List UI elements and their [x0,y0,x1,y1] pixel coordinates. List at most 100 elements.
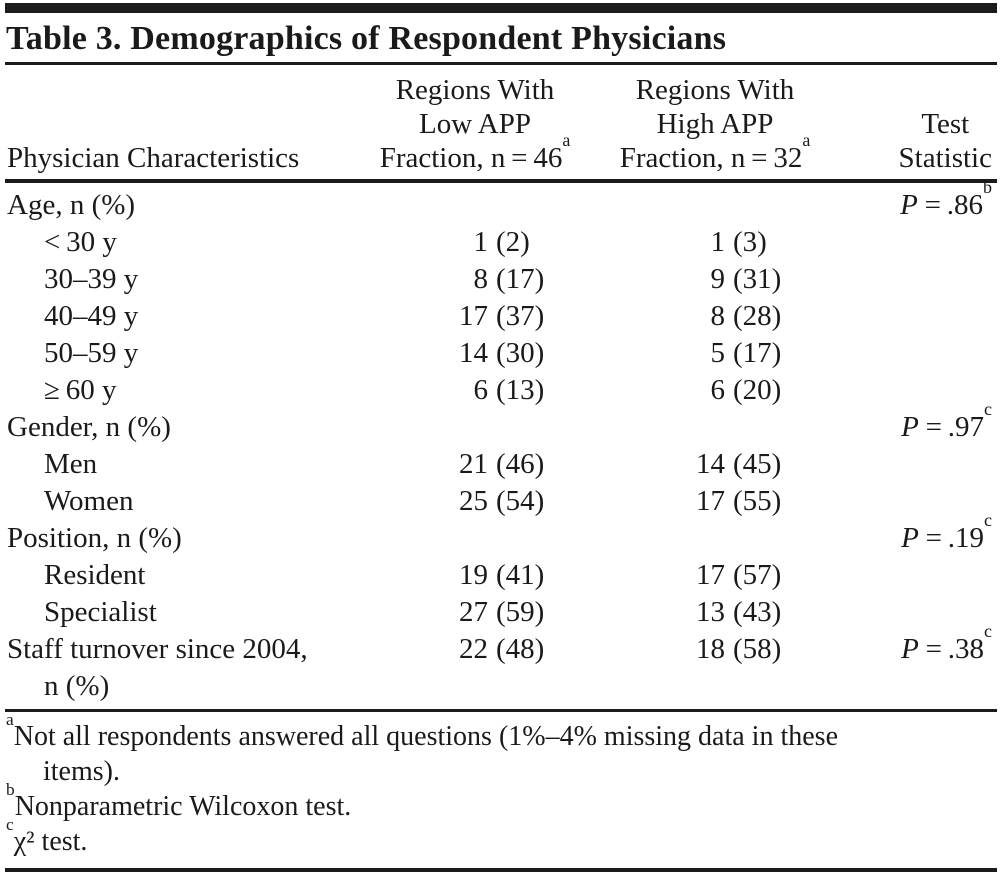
low-app-value: 22 (48) [448,631,562,668]
high-app-value-cell: 6 (20) [590,372,840,409]
high-app-value-cell [590,409,840,446]
row-label-cell: ≥ 60 y [5,372,360,409]
count-value: 13 [696,596,725,628]
low-app-value: 1 (2) [448,224,562,261]
table-row: Position, n (%) P = .19c [5,511,997,557]
row-label-line: Gender, n (%) [7,409,360,446]
row-label-line: 30–39 y [7,261,360,298]
percent-value: (58) [733,633,782,665]
test-statistic-value-cell [840,557,997,594]
footnote-cont-text: items). [43,756,120,787]
count-value: 1 [710,226,726,258]
footnote-line: aNot all respondents answered all questi… [6,711,997,754]
column-header-n: Fraction, n = 32 [619,142,803,174]
test-statistic-value-cell: P = .38c [840,622,997,668]
table-top-rule [5,3,997,13]
table-row: Staff turnover since 2004, n (%) 22 (48) … [5,622,997,705]
row-label-line: Resident [7,557,360,594]
row-label-cont-text: n (%) [44,670,110,702]
row-label-cell: Age, n (%) [5,187,360,224]
low-app-value-cell [360,409,590,446]
footnote-text: Not all respondents answered all questio… [13,721,838,752]
test-statistic-value-cell [840,298,997,335]
row-label: 30–39 y [44,263,139,295]
footnote-text: Nonparametric Wilcoxon test. [14,791,352,822]
row-label-cell: Position, n (%) [5,520,360,557]
low-app-value-cell: 21 (46) [360,446,590,483]
table-body: Age, n (%) P = .86b < 30 y 1 (2) 1 (3) 30–… [5,178,997,712]
low-app-value-cell: 19 (41) [360,557,590,594]
row-label: Gender, n (%) [7,411,171,443]
high-app-value-cell: 17 (55) [590,483,840,520]
p-number: = .86 [918,189,984,221]
column-header-line: Statistic [898,142,992,174]
count-value: 14 [459,337,488,369]
low-app-value-cell: 17 (37) [360,298,590,335]
row-label-cell: Women [5,483,360,520]
high-app-value-cell: 1 (3) [590,224,840,261]
row-label: Resident [44,559,146,591]
high-app-value: 6 (20) [685,372,799,409]
column-header-line: Regions With [395,74,555,106]
row-label-line: Specialist [7,594,360,631]
p-symbol: P [901,522,919,554]
high-app-value-cell: 14 (45) [590,446,840,483]
percent-value: (45) [733,448,782,480]
p-value [991,300,992,332]
test-statistic-value-cell [840,594,997,631]
table-row: 40–49 y 17 (37) 8 (28) [5,298,997,335]
low-app-value-cell: 22 (48) [360,631,590,668]
row-label: Staff turnover since 2004, [7,633,308,665]
column-header-test-statistic: Test Statistic [840,107,997,175]
low-app-value-cell: 6 (13) [360,372,590,409]
percent-value: (37) [496,300,545,332]
high-app-value: 17 (57) [685,557,799,594]
row-label-line: Men [7,446,360,483]
count-value: 8 [710,300,726,332]
footnote-marker: c [984,510,992,531]
low-app-value-cell [360,520,590,557]
percent-value: (31) [733,263,782,295]
high-app-value-cell [590,520,840,557]
row-label-line: Women [7,483,360,520]
low-app-value-cell [360,187,590,224]
footnote-line: cχ² test. [6,816,997,859]
footnote-marker-a: a [802,130,811,151]
table-row: Women 25 (54) 17 (55) [5,483,997,520]
p-number: = .19 [919,522,985,554]
row-label-cell: 40–49 y [5,298,360,335]
table-row: Resident 19 (41) 17 (57) [5,557,997,594]
row-label: Men [44,448,98,480]
count-value: 17 [696,559,725,591]
row-label-line: ≥ 60 y [7,372,360,409]
percent-value: (57) [733,559,782,591]
percent-value: (17) [733,337,782,369]
count-value: 6 [473,374,489,406]
high-app-value: 9 (31) [685,261,799,298]
table-row: 50–59 y 14 (30) 5 (17) [5,335,997,372]
table-row: Specialist 27 (59) 13 (43) [5,594,997,631]
high-app-value: 8 (28) [685,298,799,335]
row-label-line: 50–59 y [7,335,360,372]
column-header-line: Fraction, n = 46a [360,131,590,175]
p-symbol [991,337,992,369]
table-row: ≥ 60 y 6 (13) 6 (20) [5,372,997,409]
footnote-marker: c [984,399,992,420]
row-label: Position, n (%) [7,522,182,554]
footnote: bNonparametric Wilcoxon test. [6,781,997,824]
table-row: Gender, n (%) P = .97c [5,400,997,446]
footnote-continuation: items). [6,754,997,789]
footnote-marker: c [6,815,14,835]
row-label-cell: 50–59 y [5,335,360,372]
column-header-line: Test [921,108,970,140]
high-app-value: 1 (3) [685,224,799,261]
column-header-line: Low APP [418,108,531,140]
row-label-line: Position, n (%) [7,520,360,557]
footnote-marker: a [6,710,14,730]
row-label-cell: Specialist [5,594,360,631]
low-app-value: 21 (46) [448,446,562,483]
count-value: 25 [459,485,488,517]
column-header-physician-characteristics: Physician Characteristics [5,141,360,175]
low-app-value-cell: 27 (59) [360,594,590,631]
